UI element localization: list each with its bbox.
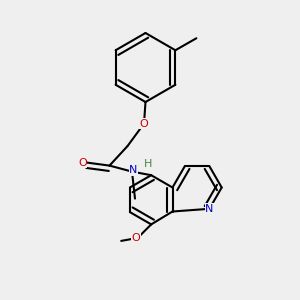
Text: H: H <box>144 159 153 169</box>
Text: O: O <box>78 158 87 168</box>
Text: N: N <box>205 204 214 214</box>
Text: O: O <box>140 118 148 129</box>
Text: N: N <box>129 165 138 175</box>
Text: O: O <box>132 233 141 243</box>
